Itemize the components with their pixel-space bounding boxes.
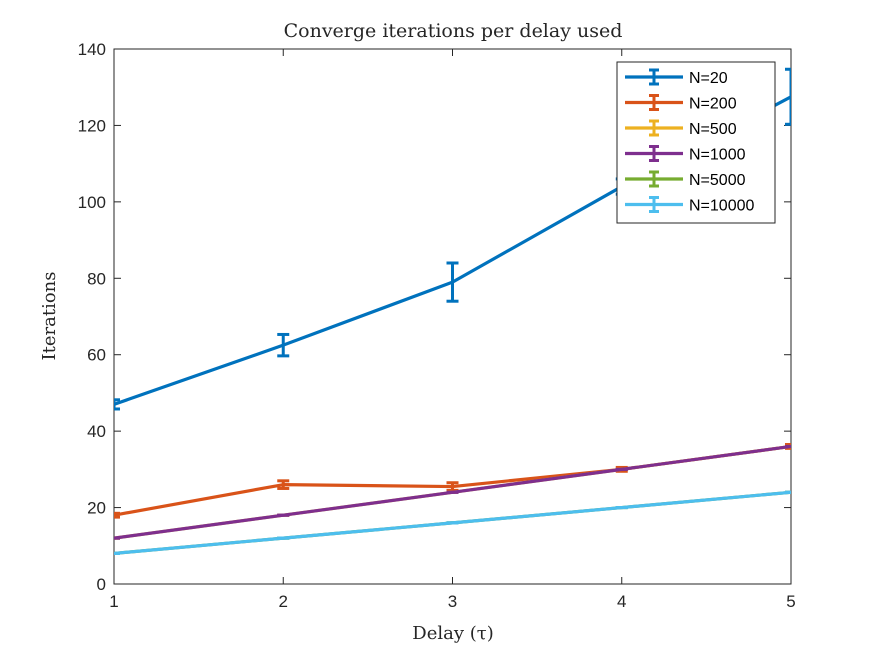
legend-label: N=500 (689, 121, 737, 138)
y-tick-label: 0 (97, 575, 106, 594)
y-tick-label: 140 (78, 40, 106, 59)
legend-item: N=500 (625, 119, 737, 138)
x-tick-label: 4 (617, 592, 626, 611)
error-bar (114, 511, 120, 519)
legend-box (616, 61, 776, 224)
x-tick-label: 5 (786, 592, 795, 611)
legend-item: N=10000 (625, 196, 754, 215)
legend-label: N=20 (689, 70, 728, 87)
x-tick-label: 2 (279, 592, 288, 611)
legend-label: N=200 (689, 96, 737, 113)
series-n-1000 (114, 444, 791, 540)
y-tick-label: 40 (87, 422, 106, 441)
y-tick-label: 100 (78, 193, 106, 212)
y-tick-label: 20 (87, 499, 106, 518)
legend-item: N=1000 (625, 145, 746, 164)
error-bar (277, 332, 290, 358)
legend-label: N=5000 (689, 172, 746, 189)
error-bar (277, 479, 290, 490)
error-bar (114, 398, 120, 411)
y-tick-label: 60 (87, 346, 106, 365)
y-tick-label: 80 (87, 269, 106, 288)
x-tick-label: 1 (109, 592, 118, 611)
chart-title: Converge iterations per delay used (284, 20, 623, 42)
legend-item: N=200 (625, 94, 737, 113)
x-axis-label: Delay (τ) (412, 623, 493, 644)
legend-item: N=20 (625, 68, 728, 87)
legend-item: N=5000 (625, 170, 746, 189)
y-axis-label: Iterations (39, 272, 60, 361)
y-tick-label: 120 (78, 116, 106, 135)
series-n-10000 (114, 490, 791, 556)
legend-label: N=1000 (689, 147, 746, 164)
legend: N=20 N=200 N=500 N=1000 N=5000 N=10000 (616, 61, 776, 224)
legend-label: N=10000 (689, 198, 754, 215)
error-bar (785, 67, 791, 126)
error-bar (446, 261, 459, 303)
x-tick-label: 3 (448, 592, 457, 611)
